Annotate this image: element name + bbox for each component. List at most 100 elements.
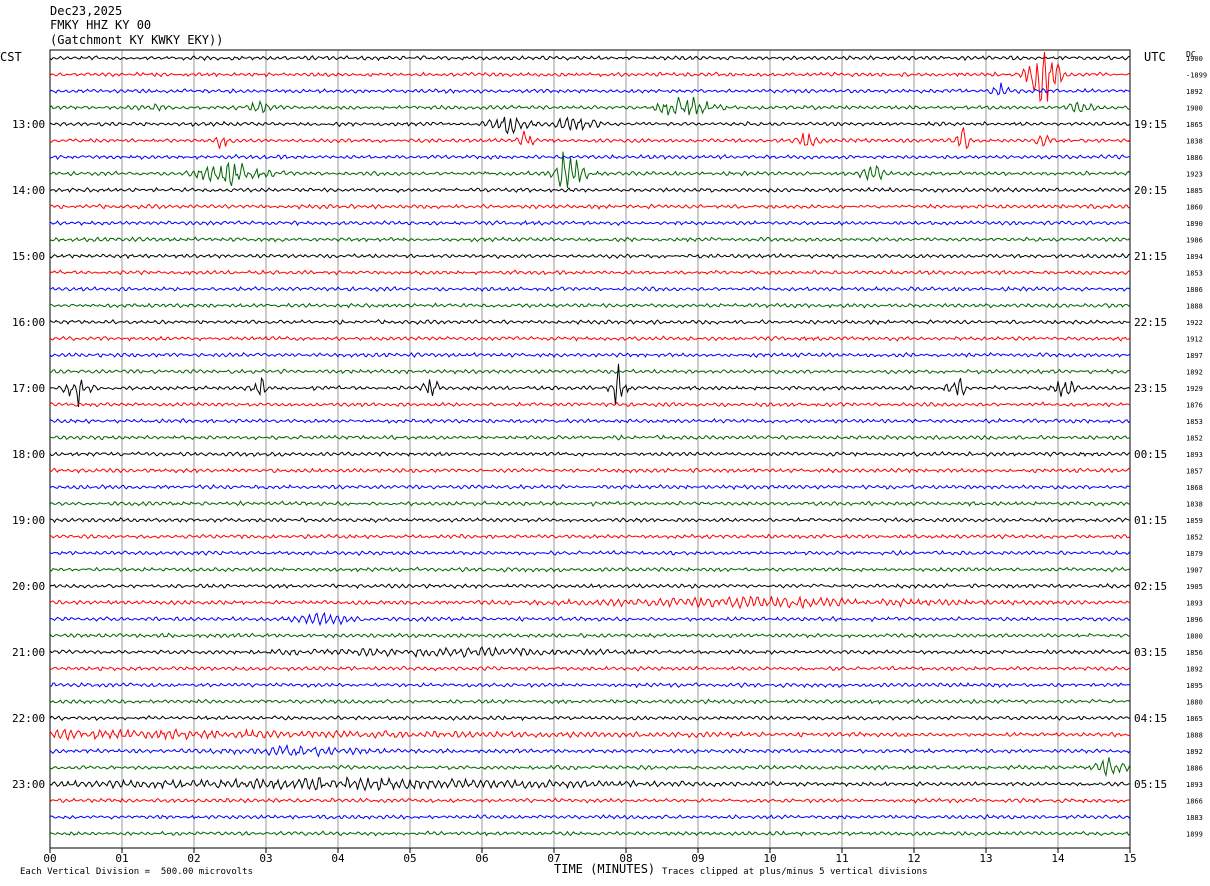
seismic-trace — [49, 285, 1131, 293]
seismic-trace — [49, 566, 1131, 573]
dc-offset-value: 1883 — [1186, 814, 1203, 822]
dc-offset-value: 1860 — [1186, 204, 1203, 212]
dc-offset-value: 1859 — [1186, 517, 1203, 525]
dc-offset-value: 1900 — [1186, 55, 1203, 63]
right-hour-label: 22:15 — [1134, 316, 1167, 329]
seismic-trace — [49, 269, 1131, 276]
left-hour-label: 19:00 — [12, 514, 45, 527]
dc-offset-value: 1852 — [1186, 534, 1203, 542]
seismic-trace — [49, 632, 1131, 639]
dc-offset-value: 1900 — [1186, 105, 1203, 113]
left-hour-label: 21:00 — [12, 646, 45, 659]
seismic-trace — [49, 434, 1131, 441]
dc-offset-value: 1890 — [1186, 220, 1203, 228]
seismic-trace — [49, 116, 1131, 135]
dc-offset-value: 1886 — [1186, 765, 1203, 773]
dc-offset-value: 1899 — [1186, 831, 1203, 839]
clip-note: Traces clipped at plus/minus 5 vertical … — [662, 867, 928, 877]
right-hour-label: 04:15 — [1134, 712, 1167, 725]
seismic-trace — [50, 151, 1131, 188]
seismic-trace — [49, 335, 1131, 342]
left-hour-label: 15:00 — [12, 250, 45, 263]
dc-offset-value: 1886 — [1186, 286, 1203, 294]
seismic-trace — [49, 549, 1131, 557]
dc-offset-value: 1800 — [1186, 633, 1203, 641]
seismic-trace — [49, 401, 1131, 408]
x-tick-label: 10 — [763, 852, 776, 865]
dc-offset-value: 1922 — [1186, 319, 1203, 327]
left-hour-label: 22:00 — [12, 712, 45, 725]
dc-offset-value: 1853 — [1186, 418, 1203, 426]
plot-frame — [49, 49, 1131, 849]
dc-offset-label: DC — [1186, 50, 1196, 59]
seismic-trace — [49, 82, 1131, 96]
left-hour-label: 13:00 — [12, 118, 45, 131]
x-tick-label: 03 — [259, 852, 272, 865]
dc-offset-value: 1880 — [1186, 699, 1203, 707]
dc-offset-value: 1893 — [1186, 781, 1203, 789]
x-tick-label: 11 — [835, 852, 848, 865]
dc-offset-value: 1894 — [1186, 253, 1203, 261]
seismic-trace — [49, 451, 1131, 457]
seismic-trace — [49, 351, 1131, 359]
seismic-trace — [49, 698, 1131, 705]
left-timezone-label: CST — [0, 50, 22, 64]
x-tick-label: 14 — [1051, 852, 1065, 865]
plot-date: Dec23,2025 — [50, 4, 123, 18]
dc-offset-value: 1893 — [1186, 600, 1203, 608]
seismic-trace — [49, 51, 1131, 103]
seismic-trace — [49, 797, 1131, 804]
dc-offset-value: 1896 — [1186, 616, 1203, 624]
dc-offset-value: 1868 — [1186, 484, 1203, 492]
seismic-trace — [49, 252, 1131, 260]
station-name: FMKY HHZ KY 00 — [50, 18, 152, 32]
seismic-trace — [49, 236, 1131, 243]
seismic-trace — [49, 813, 1131, 820]
seismic-trace — [49, 368, 1131, 375]
seismic-trace — [49, 757, 1131, 778]
seismic-trace — [49, 611, 1131, 627]
right-hour-label: 21:15 — [1134, 250, 1167, 263]
seismic-trace — [49, 582, 1131, 590]
dc-offset-value: 1856 — [1186, 649, 1203, 657]
seismic-trace — [49, 220, 1131, 227]
dc-offset-value: 1893 — [1186, 451, 1203, 459]
x-tick-label: 08 — [619, 852, 632, 865]
dc-offset-value: 1895 — [1186, 682, 1203, 690]
seismic-trace — [49, 127, 1131, 150]
x-tick-label: 12 — [907, 852, 920, 865]
left-hour-label: 14:00 — [12, 184, 45, 197]
right-hour-label: 23:15 — [1134, 382, 1167, 395]
dc-offset-value: 1838 — [1186, 138, 1203, 146]
dc-offset-value: 1885 — [1186, 187, 1203, 195]
right-hour-label: 03:15 — [1134, 646, 1167, 659]
dc-offset-value: 1853 — [1186, 270, 1203, 278]
seismic-trace — [49, 55, 1131, 62]
seismic-trace — [49, 186, 1131, 194]
seismic-trace — [49, 302, 1131, 309]
dc-offset-value: 1907 — [1186, 567, 1203, 575]
right-hour-label: 19:15 — [1134, 118, 1167, 131]
seismic-trace — [49, 96, 1131, 116]
x-tick-label: 04 — [331, 852, 345, 865]
scale-note: Each Vertical Division = 500.00 microvol… — [20, 867, 253, 877]
dc-offset-value: 1888 — [1186, 732, 1203, 740]
dc-offset-value: 1892 — [1186, 748, 1203, 756]
seismic-trace — [49, 483, 1131, 491]
left-hour-label: 20:00 — [12, 580, 45, 593]
dc-offset-value: 1897 — [1186, 352, 1203, 360]
right-timezone-label: UTC — [1144, 50, 1166, 64]
dc-offset-value: 1929 — [1186, 385, 1203, 393]
left-hour-label: 23:00 — [12, 778, 45, 791]
left-hour-label: 18:00 — [12, 448, 45, 461]
dc-offset-value: 1923 — [1186, 171, 1203, 179]
dc-offset-value: 1892 — [1186, 88, 1203, 96]
seismic-trace — [49, 417, 1131, 425]
seismic-trace — [49, 203, 1131, 210]
seismic-trace — [49, 646, 1131, 659]
x-tick-label: 15 — [1123, 852, 1136, 865]
dc-offset-value: 1892 — [1186, 666, 1203, 674]
x-tick-label: 00 — [43, 852, 56, 865]
right-hour-label: 01:15 — [1134, 514, 1167, 527]
seismic-trace — [49, 467, 1131, 474]
